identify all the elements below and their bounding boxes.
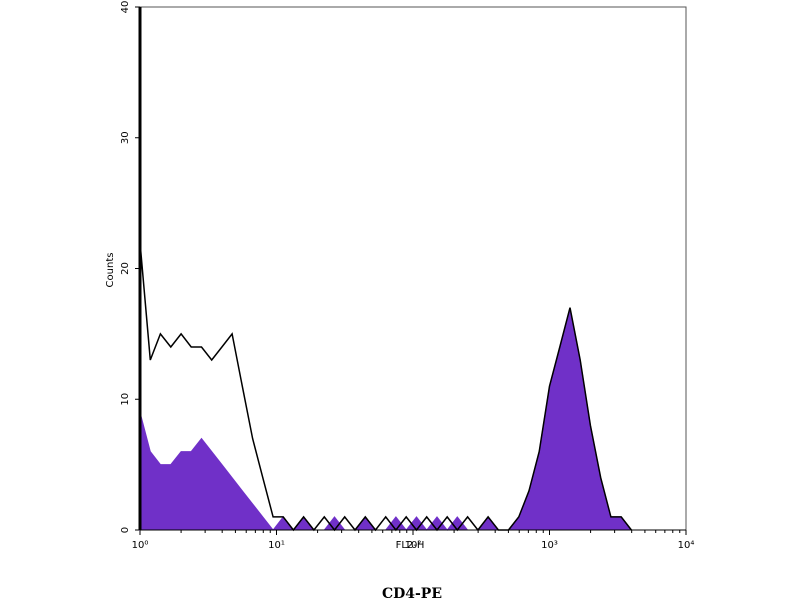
- x-tick-label: 10³: [541, 540, 558, 551]
- x-tick-label: 10¹: [268, 540, 285, 551]
- y-tick-label: 10: [120, 393, 131, 406]
- x-tick-label: 10⁰: [132, 540, 149, 551]
- histogram-line: [139, 242, 632, 532]
- x-axis-label: FL2-H: [396, 540, 425, 551]
- y-tick-label: 0: [120, 527, 131, 533]
- y-tick-label: 20: [120, 262, 131, 275]
- y-tick-label: 30: [120, 131, 131, 144]
- x-tick-label: 10⁴: [678, 540, 695, 551]
- histogram-area: [139, 307, 633, 531]
- caption: CD4-PE: [382, 586, 442, 600]
- x-tick-label: 10²: [405, 540, 422, 551]
- plot-frame: [139, 6, 687, 531]
- y-axis-label: Counts: [105, 253, 116, 288]
- y-tick-label: 40: [120, 1, 131, 14]
